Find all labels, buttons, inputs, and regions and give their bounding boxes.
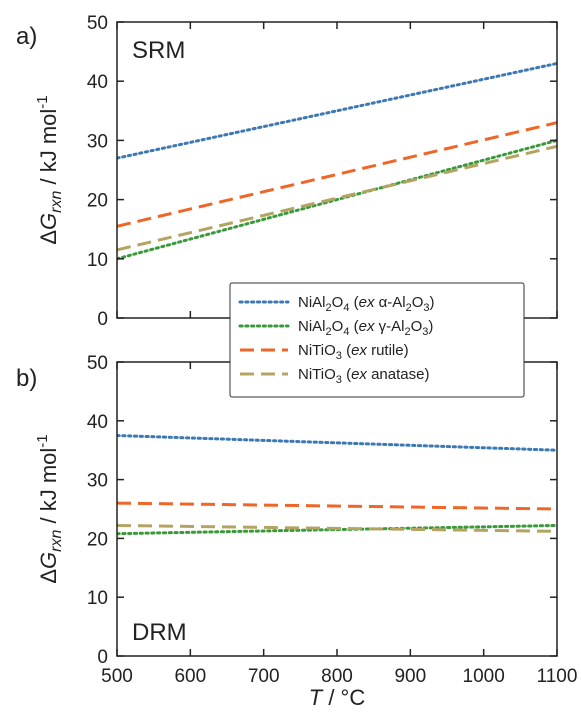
y-tick-label: 0 (97, 309, 108, 330)
x-tick-label: 900 (394, 666, 426, 687)
x-tick-label: 600 (174, 666, 206, 687)
x-tick-label: 500 (101, 666, 133, 687)
x-tick-label: 800 (321, 666, 353, 687)
legend-box (229, 282, 525, 398)
plot-frame (116, 21, 558, 319)
y-tick-label: 40 (87, 72, 108, 93)
series-group (117, 61, 557, 261)
y-tick-label: 50 (87, 353, 108, 374)
y-tick-label: 30 (87, 471, 108, 492)
series-line-0 (117, 434, 557, 452)
legend-entry: NiTiO3 (ex rutile) (298, 342, 409, 362)
y-tick-label: 20 (87, 191, 108, 212)
series-line-3 (117, 523, 557, 533)
series-line-1 (117, 138, 557, 261)
panel-title: SRM (132, 37, 185, 64)
panel-drm: 0 10 20 30 40 50 500 600 700 800 900 1000 1100 b) DRM Δ… (16, 353, 577, 710)
panel-label: b) (16, 365, 37, 392)
y-tick-label: 40 (87, 412, 108, 433)
plot-frame (116, 361, 558, 657)
x-tick-label: 700 (248, 666, 280, 687)
x-axis-title: T / °C (309, 685, 366, 710)
y-axis-title: ΔGrxn / kJ mol-1 (34, 434, 65, 583)
panel-title: DRM (132, 619, 187, 646)
y-axis-title: ΔGrxn / kJ mol-1 (34, 95, 65, 244)
y-tick-label: 0 (97, 647, 108, 668)
x-tick-label: 1100 (537, 666, 578, 687)
y-tick-label: 10 (87, 250, 108, 271)
y-tick-label: 30 (87, 131, 108, 152)
legend-entry: NiAl2O4 (ex γ-Al2O3) (298, 318, 433, 338)
y-tick-label: 10 (87, 588, 108, 609)
y-tick-label: 20 (87, 529, 108, 550)
series-group (117, 434, 557, 536)
x-tick-label: 1000 (463, 666, 505, 687)
legend-entry: NiTiO3 (ex anatase) (298, 366, 429, 386)
panel-label: a) (16, 23, 37, 50)
series-line-3 (117, 144, 557, 252)
y-tick-label: 50 (87, 13, 108, 34)
panel-srm: 0 10 20 30 40 50 a) SRM ΔGrxn / kJ mol-1 (16, 13, 558, 330)
series-line-2 (117, 501, 557, 511)
series-line-0 (117, 61, 557, 160)
legend: NiAl2O4 (ex α-Al2O3) NiAl2O4 (ex γ-Al2O3)… (229, 282, 525, 398)
series-line-2 (117, 121, 557, 228)
legend-entry: NiAl2O4 (ex α-Al2O3) (298, 294, 435, 314)
